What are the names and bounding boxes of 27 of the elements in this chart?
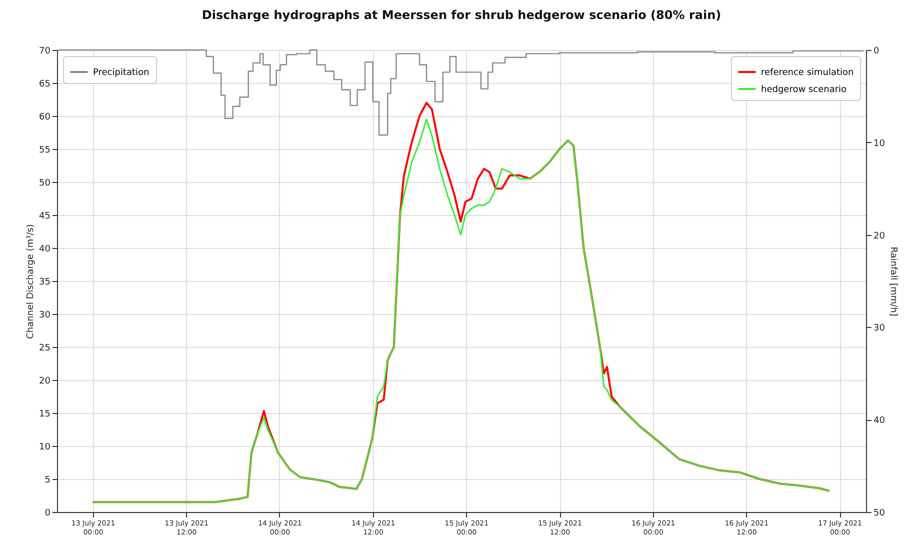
y-tick-label: 70 <box>39 46 51 56</box>
y-tick-label: 5 <box>44 476 50 486</box>
y-tick-label: 65 <box>39 80 50 90</box>
y2-tick-label: 20 <box>874 231 886 242</box>
chart-title: Discharge hydrographs at Meerssen for shrub hedgerow scenario (80% rain) <box>202 8 722 22</box>
legend-label: Precipitation <box>93 68 150 78</box>
y2-axis-title: Rainfall [mm/h] <box>888 246 898 316</box>
y2-tick-label: 10 <box>874 138 886 149</box>
legend-label: hedgerow scenario <box>761 85 848 95</box>
y-tick-label: 60 <box>39 112 51 122</box>
y-tick-label: 35 <box>39 278 50 288</box>
y-tick-label: 25 <box>39 344 50 354</box>
y-tick-label: 55 <box>39 146 50 156</box>
y2-tick-label: 0 <box>874 46 880 56</box>
y2-tick-label: 40 <box>874 416 886 426</box>
y2-tick-label: 50 <box>874 508 886 518</box>
legend-label: reference simulation <box>761 68 854 78</box>
y-tick-label: 20 <box>39 376 51 386</box>
y2-tick-label: 30 <box>874 324 886 334</box>
y-tick-label: 0 <box>44 508 51 518</box>
y-tick-label: 10 <box>39 442 51 452</box>
y-tick-label: 30 <box>39 310 51 320</box>
y-axis-title: Channel Discharge (m³/s) <box>26 224 36 339</box>
y-tick-label: 45 <box>39 212 50 222</box>
y-tick-label: 50 <box>39 178 51 188</box>
y-tick-label: 40 <box>39 244 51 254</box>
y-tick-label: 15 <box>39 410 50 420</box>
